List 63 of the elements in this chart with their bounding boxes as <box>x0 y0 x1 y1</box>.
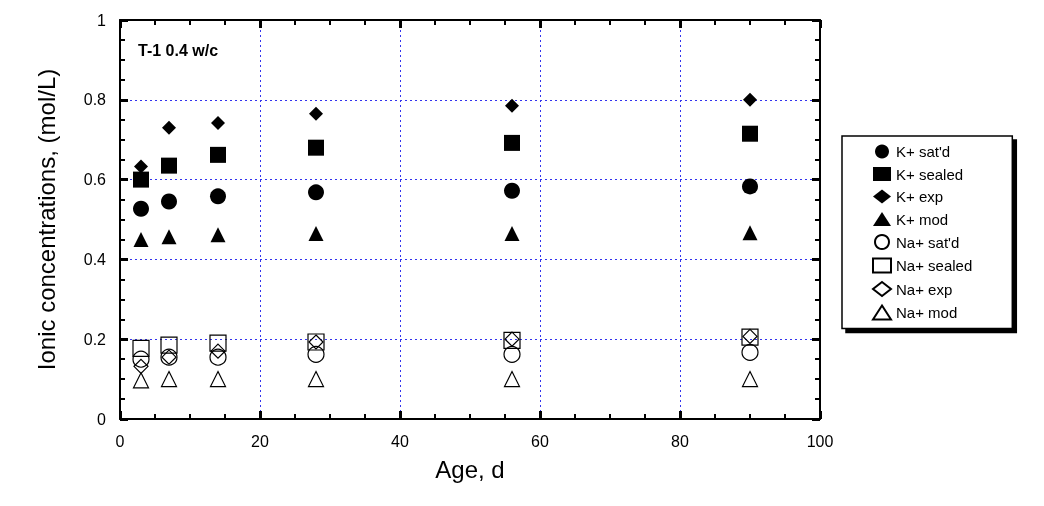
y-axis-title: Ionic concentrations, (mol/L) <box>32 68 60 371</box>
point <box>307 371 325 388</box>
point <box>741 343 759 361</box>
point <box>210 227 226 243</box>
legend-label: K+ exp <box>896 188 944 205</box>
point <box>210 343 226 359</box>
point <box>161 157 177 174</box>
y-tick-label: 0.6 <box>83 171 107 189</box>
legend-label: Na+ mod <box>896 304 958 321</box>
y-tick-label: 1 <box>97 11 107 29</box>
y-tick-label: 0.2 <box>83 330 107 348</box>
legend-label: Na+ sealed <box>896 257 973 274</box>
y-tick-label: 0.8 <box>83 91 107 109</box>
point <box>742 178 758 195</box>
point <box>210 188 226 205</box>
x-tick-label: 80 <box>671 432 689 450</box>
point <box>742 125 758 142</box>
y-tick-label: 0 <box>97 410 107 428</box>
point <box>308 225 324 241</box>
point <box>741 371 759 388</box>
point <box>209 334 227 352</box>
legend-label: Na+ sat'd <box>896 233 960 251</box>
point <box>211 115 225 130</box>
legend-label: K+ sat'd <box>896 143 951 160</box>
point <box>133 231 149 247</box>
point <box>134 159 148 174</box>
point <box>308 139 324 156</box>
x-tick-label: 0 <box>115 432 125 450</box>
point <box>133 200 149 217</box>
point <box>209 371 227 388</box>
point <box>132 372 150 389</box>
point <box>160 371 178 388</box>
legend-label: K+ sealed <box>896 165 964 183</box>
point <box>504 225 520 241</box>
legend-label: K+ mod <box>896 210 949 228</box>
point <box>308 184 324 201</box>
point <box>307 345 325 363</box>
point <box>504 182 520 199</box>
point <box>132 339 150 357</box>
point <box>504 134 520 151</box>
point <box>210 146 226 163</box>
x-tick-label: 40 <box>391 432 409 450</box>
x-axis-title: Age, d <box>435 455 505 483</box>
point <box>132 350 150 368</box>
point <box>505 98 519 113</box>
point <box>503 371 521 388</box>
point <box>742 225 758 241</box>
point <box>161 193 177 210</box>
x-tick-label: 20 <box>251 432 269 450</box>
point <box>743 92 757 107</box>
x-tick-label: 100 <box>806 432 834 450</box>
point <box>503 345 521 363</box>
point <box>309 106 323 121</box>
point <box>133 171 149 188</box>
point <box>133 358 149 374</box>
legend-label: Na+ exp <box>896 280 953 298</box>
point <box>162 120 176 135</box>
point <box>161 229 177 245</box>
point <box>209 348 227 366</box>
annotation: T-1 0.4 w/c <box>138 41 219 59</box>
y-tick-label: 0.4 <box>83 250 107 268</box>
x-tick-label: 60 <box>531 432 549 450</box>
point <box>160 336 178 354</box>
